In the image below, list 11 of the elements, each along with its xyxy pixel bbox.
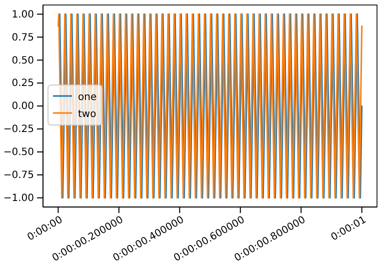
y-tick-label: −1.00	[3, 193, 34, 204]
y-tick-label: −0.75	[3, 170, 34, 182]
y-tick-label: −0.50	[3, 147, 34, 158]
y-tick-label: −0.25	[3, 124, 34, 136]
y-tick-label: 0.75	[12, 32, 34, 44]
y-tick-label: 1.00	[12, 9, 34, 20]
y-tick-label: 0.00	[12, 101, 34, 112]
y-tick-label: 0.25	[12, 78, 34, 90]
y-tick-label: 0.50	[12, 55, 34, 66]
legend-label: two	[78, 109, 96, 120]
legend-label: one	[78, 92, 97, 103]
